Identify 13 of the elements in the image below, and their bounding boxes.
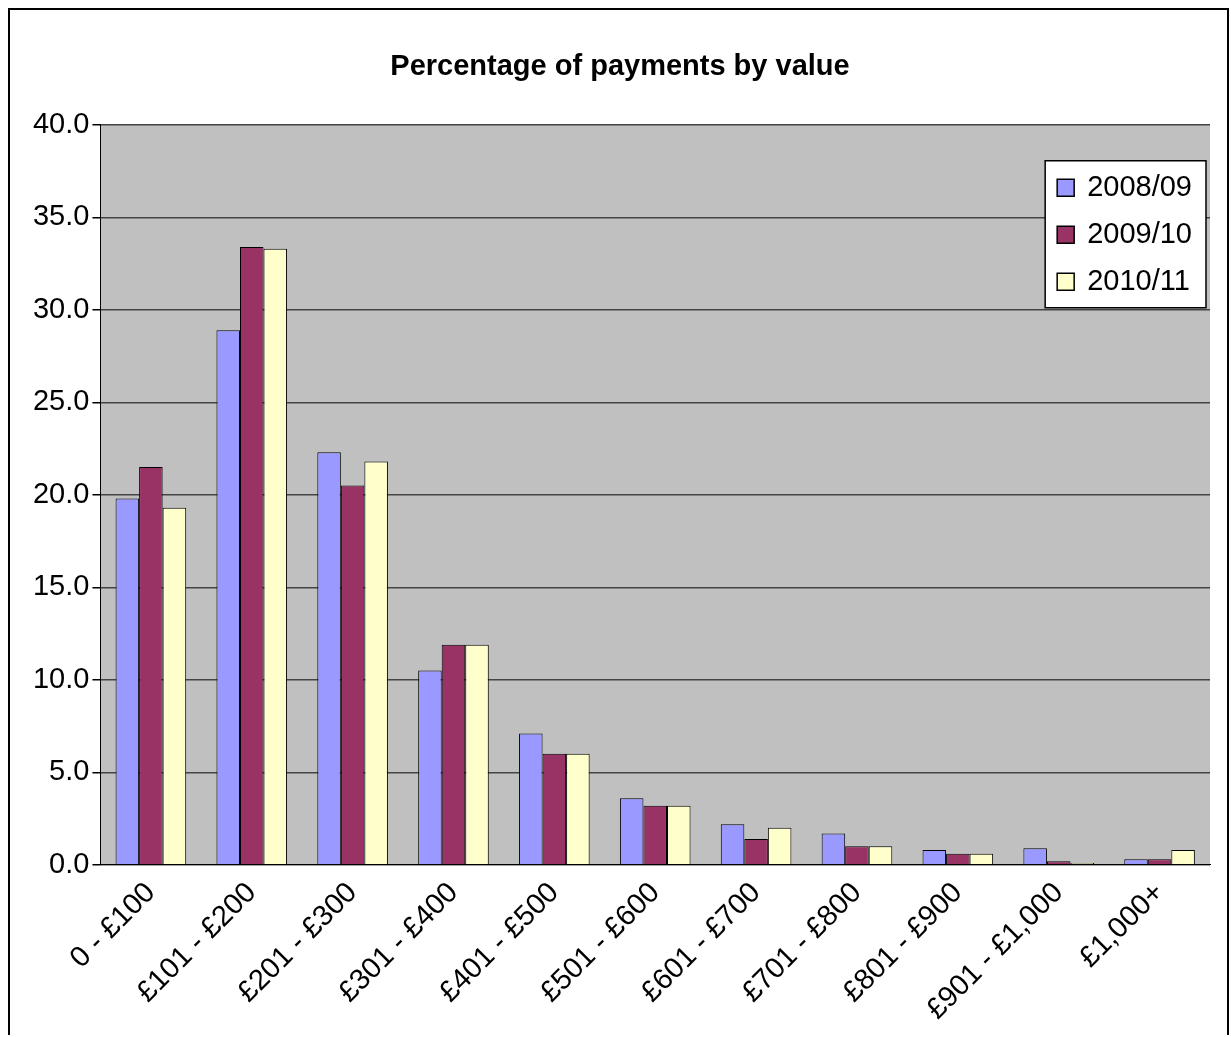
y-tick-label: 0.0 — [49, 846, 90, 879]
y-tick-label: 20.0 — [32, 476, 90, 509]
legend-label: 2010/11 — [1087, 264, 1190, 297]
y-tick-label: 25.0 — [32, 384, 90, 417]
y-tick-label: 15.0 — [32, 569, 90, 602]
y-tick-label: 30.0 — [32, 291, 90, 324]
y-tick-label: 5.0 — [49, 754, 90, 787]
legend-label: 2009/10 — [1087, 217, 1192, 250]
y-tick-label: 10.0 — [32, 661, 90, 694]
chart-title: Percentage of payments by value — [390, 49, 850, 82]
y-tick-label: 40.0 — [32, 106, 90, 139]
y-tick-label: 35.0 — [32, 199, 90, 232]
legend-label: 2008/09 — [1087, 170, 1192, 203]
